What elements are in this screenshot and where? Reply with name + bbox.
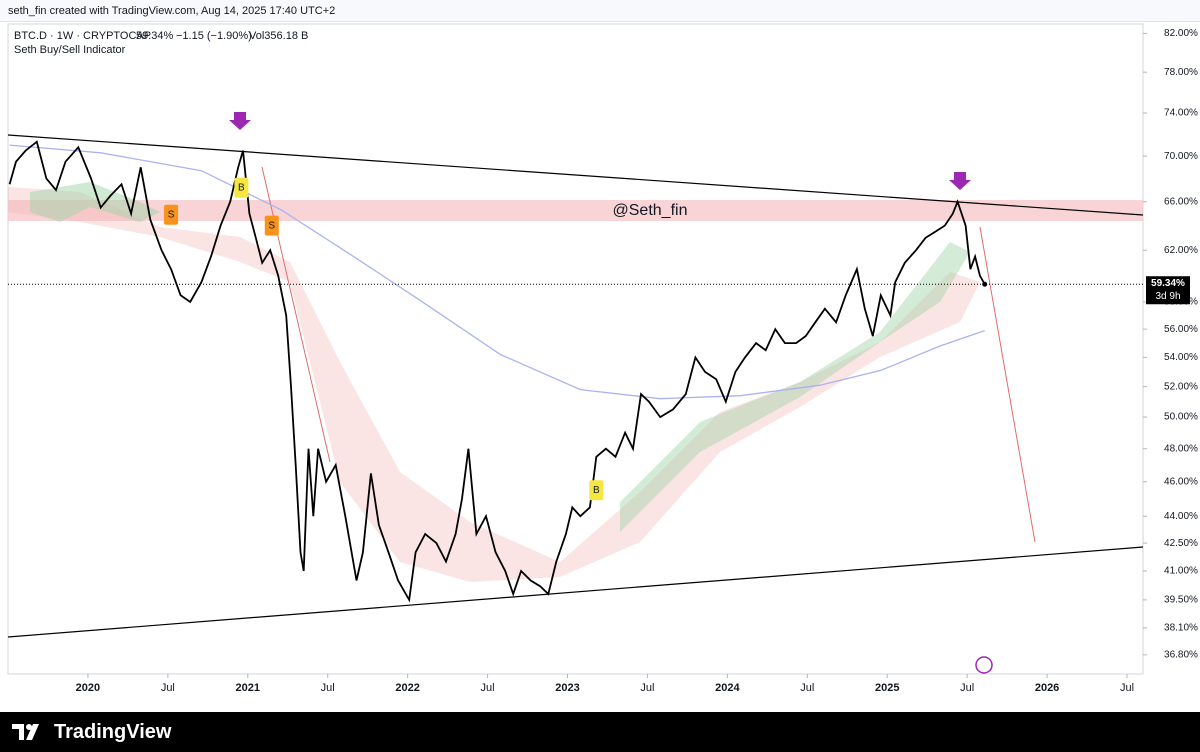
legend-change: −1.15 (−1.90%) [176,30,252,42]
signal-label: B [238,182,245,193]
x-tick-label: Jul [1120,682,1134,694]
brand: TradingView [54,720,172,743]
marker-arrow [949,172,971,190]
price-line [8,140,986,603]
x-tick-label: Jul [321,682,335,694]
legend-last: 59.34% [136,30,174,42]
countdown: 3d 9h [1155,291,1180,302]
x-tick-label: 2022 [395,682,419,694]
resistance-zone [8,200,1143,221]
y-tick-label: 36.80% [1164,649,1198,660]
y-tick-label: 56.00% [1164,324,1198,335]
header-credit: seth_fin created with TradingView.com, A… [0,0,1200,22]
y-tick-label: 39.50% [1164,595,1198,606]
indicator-name: Seth Buy/Sell Indicator [14,44,126,56]
footer: TradingView [0,712,1200,752]
y-tick-label: 78.00% [1164,67,1198,78]
signal-marker [234,177,249,198]
x-tick-label: 2023 [555,682,579,694]
trendline [7,546,1144,638]
x-tick-label: Jul [960,682,974,694]
y-tick-label: 52.00% [1164,381,1198,392]
y-tick-label: 42.50% [1164,538,1198,549]
y-tick-label: 70.00% [1164,151,1198,162]
plot-frame [7,23,1144,675]
y-tick-label: 44.00% [1164,511,1198,522]
y-tick-label: 41.00% [1164,566,1198,577]
signal-marker [264,215,279,236]
x-tick-label: 2025 [875,682,899,694]
y-tick-label: 66.00% [1164,196,1198,207]
x-tick-label: 2024 [715,682,740,694]
x-tick-label: Jul [640,682,654,694]
x-tick-label: Jul [161,682,175,694]
last-price-box [1146,276,1190,305]
y-tick-label: 82.00% [1164,28,1198,39]
x-tick-label: Jul [800,682,814,694]
x-tick-label: 2026 [1035,682,1059,694]
chart: BTC.D · 1W · CRYPTOCAP 59.34% −1.15 (−1.… [7,23,1198,694]
signal-label: B [593,485,600,496]
watermark: @Seth_fin [613,202,688,219]
x-tick-label: Jul [481,682,495,694]
y-tick-label: 54.00% [1164,352,1198,363]
y-tick-label: 62.00% [1164,245,1198,256]
moving-average [9,144,985,400]
signal-marker [164,204,179,225]
x-tick-label: 2020 [76,682,100,694]
y-tick-label: 50.00% [1164,412,1198,423]
ribbon [620,242,970,532]
ribbon [8,187,980,582]
icon [975,656,993,674]
ribbon [30,182,160,222]
marker-arrow [229,112,251,130]
y-tick-label: 48.00% [1164,443,1198,454]
signal-label: S [168,209,175,220]
signal-label: S [268,220,275,231]
legend-symbol: BTC.D · 1W · CRYPTOCAP [14,30,151,42]
x-tick-label: 2021 [236,682,260,694]
y-tick-label: 74.00% [1164,108,1198,119]
last-price-label: 59.34% [1151,278,1185,289]
trendline [7,134,1144,216]
y-tick-label: 46.00% [1164,476,1198,487]
legend-volume: Vol356.18 B [249,30,308,42]
last-point [982,281,988,287]
logo [12,724,39,740]
y-tick-label: 38.10% [1164,623,1198,634]
signal-marker [589,480,604,501]
arrow [979,226,1036,543]
